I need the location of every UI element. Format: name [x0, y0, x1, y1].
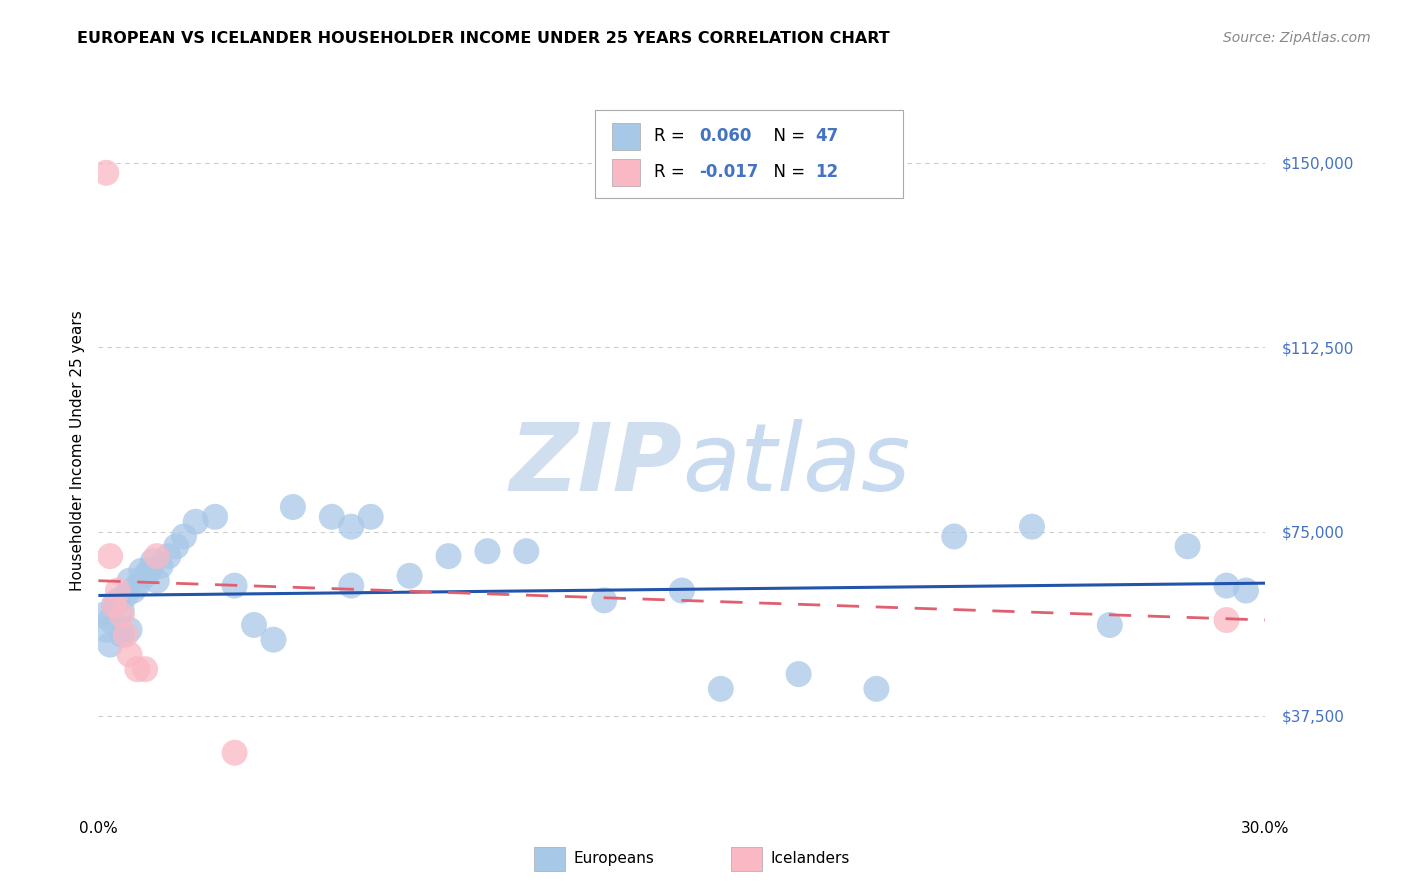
Y-axis label: Householder Income Under 25 years: Householder Income Under 25 years: [69, 310, 84, 591]
Point: [107, 583, 129, 598]
Point: [165, 539, 187, 553]
Point: [107, 593, 129, 607]
Point: [1234, 583, 1257, 598]
Point: [157, 549, 180, 563]
Text: 0.060: 0.060: [699, 128, 751, 145]
Point: [111, 628, 134, 642]
Point: [865, 681, 887, 696]
Point: [1177, 539, 1199, 553]
Point: [262, 632, 284, 647]
Point: [127, 662, 149, 676]
Text: atlas: atlas: [682, 419, 910, 510]
Text: Europeans: Europeans: [574, 851, 655, 865]
Point: [146, 574, 169, 588]
Point: [671, 583, 693, 598]
Point: [114, 628, 136, 642]
Point: [224, 746, 246, 760]
Point: [129, 564, 152, 578]
Point: [593, 593, 616, 607]
Point: [515, 544, 537, 558]
Point: [243, 618, 266, 632]
Point: [437, 549, 460, 563]
Text: R =: R =: [654, 128, 690, 145]
Point: [1215, 579, 1237, 593]
Point: [103, 599, 125, 613]
Text: ZIP: ZIP: [509, 419, 682, 511]
Point: [943, 529, 966, 543]
Point: [134, 569, 156, 583]
Point: [114, 589, 136, 603]
Point: [96, 166, 118, 180]
Point: [118, 648, 141, 662]
Point: [321, 509, 343, 524]
Point: [360, 509, 382, 524]
Point: [127, 579, 149, 593]
Point: [204, 509, 226, 524]
Text: Source: ZipAtlas.com: Source: ZipAtlas.com: [1223, 31, 1371, 45]
Point: [98, 613, 121, 627]
Point: [142, 554, 165, 568]
Point: [111, 603, 134, 617]
Text: EUROPEAN VS ICELANDER HOUSEHOLDER INCOME UNDER 25 YEARS CORRELATION CHART: EUROPEAN VS ICELANDER HOUSEHOLDER INCOME…: [77, 31, 890, 46]
Point: [340, 579, 363, 593]
Point: [111, 608, 134, 623]
Point: [1215, 613, 1237, 627]
Point: [173, 529, 195, 543]
Text: 12: 12: [815, 163, 838, 181]
Point: [477, 544, 499, 558]
Point: [1098, 618, 1121, 632]
Text: N =: N =: [763, 163, 811, 181]
Point: [398, 569, 420, 583]
Point: [184, 515, 207, 529]
Point: [118, 574, 141, 588]
Point: [98, 549, 121, 563]
Point: [118, 623, 141, 637]
Text: Icelanders: Icelanders: [770, 851, 849, 865]
Point: [91, 608, 114, 623]
Point: [122, 583, 145, 598]
Point: [134, 662, 156, 676]
Point: [138, 564, 160, 578]
Point: [224, 579, 246, 593]
Text: N =: N =: [763, 128, 811, 145]
Text: R =: R =: [654, 163, 690, 181]
Point: [96, 623, 118, 637]
Point: [98, 638, 121, 652]
Point: [1021, 519, 1043, 533]
Point: [281, 500, 304, 514]
Point: [103, 599, 125, 613]
Point: [340, 519, 363, 533]
Text: -0.017: -0.017: [699, 163, 758, 181]
Point: [146, 549, 169, 563]
Point: [710, 681, 733, 696]
Text: 47: 47: [815, 128, 839, 145]
Point: [149, 558, 172, 573]
Point: [787, 667, 810, 681]
